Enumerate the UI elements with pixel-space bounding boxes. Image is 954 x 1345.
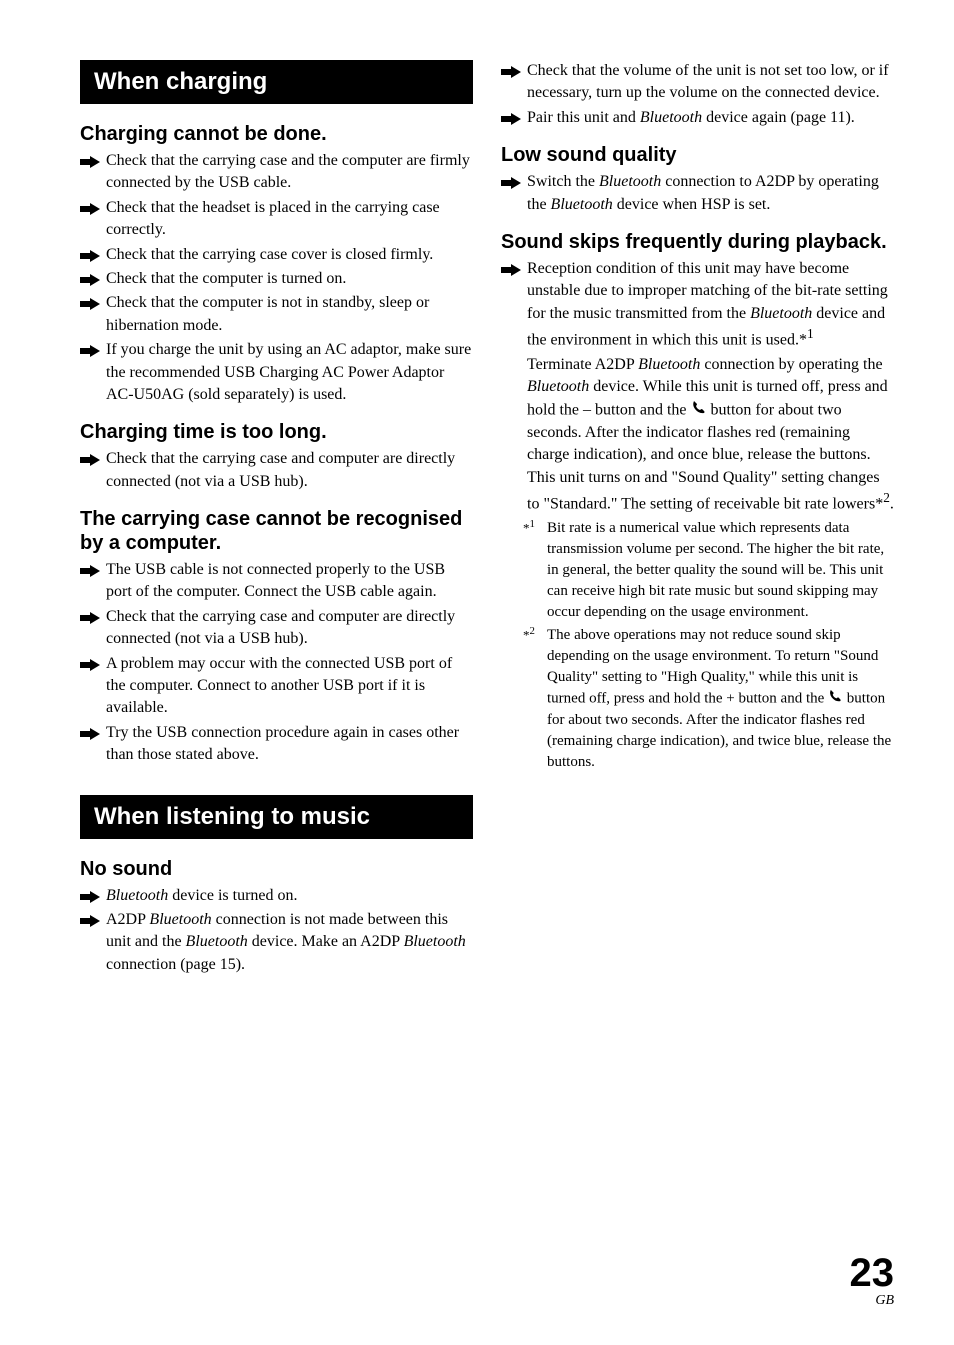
bullet-text: Try the USB connection procedure again i… [106, 722, 473, 767]
bullet-item: Try the USB connection procedure again i… [80, 722, 473, 767]
bullet-item: Switch the Bluetooth connection to A2DP … [501, 171, 894, 216]
subheader-low-sound: Low sound quality [501, 143, 894, 167]
bullet-text: Check that the headset is placed in the … [106, 197, 473, 242]
arrow-icon [80, 610, 102, 626]
arrow-icon [80, 272, 102, 288]
subheader-case-not-recognised: The carrying case cannot be recognised b… [80, 507, 473, 555]
bullet-item: The USB cable is not connected properly … [80, 559, 473, 604]
bullet-text: Check that the computer is not in standb… [106, 292, 473, 337]
arrow-icon [80, 452, 102, 468]
bullet-item: Check that the carrying case and compute… [80, 606, 473, 651]
page-number-block: 23 GB [850, 1253, 895, 1309]
columns-wrapper: When charging Charging cannot be done. C… [80, 60, 894, 978]
bullet-item: A2DP Bluetooth connection is not made be… [80, 909, 473, 976]
continuation-text: Terminate A2DP Bluetooth connection by o… [527, 354, 894, 516]
bullet-item: Check that the computer is not in standb… [80, 292, 473, 337]
arrow-icon [80, 889, 102, 905]
bullet-text: Check that the carrying case and compute… [106, 448, 473, 493]
call-icon [691, 399, 707, 422]
bullet-item: Reception condition of this unit may hav… [501, 258, 894, 352]
footnote-mark: *1 [523, 518, 541, 536]
left-column: When charging Charging cannot be done. C… [80, 60, 473, 978]
bullet-item: Check that the headset is placed in the … [80, 197, 473, 242]
arrow-icon [80, 201, 102, 217]
page-number: 23 [850, 1253, 895, 1293]
page-region: GB [850, 1293, 895, 1309]
bullet-text: If you charge the unit by using an AC ad… [106, 339, 473, 406]
bullet-text: Bluetooth device is turned on. [106, 885, 298, 907]
subheader-charging-cannot: Charging cannot be done. [80, 122, 473, 146]
arrow-icon [80, 913, 102, 929]
footnote-text: Bit rate is a numerical value which repr… [547, 518, 894, 623]
arrow-icon [501, 262, 523, 278]
subheader-charging-long: Charging time is too long. [80, 420, 473, 444]
call-icon [828, 688, 843, 710]
bullet-item: Check that the computer is turned on. [80, 268, 473, 290]
arrow-icon [80, 296, 102, 312]
bullet-item: A problem may occur with the connected U… [80, 653, 473, 720]
arrow-icon [80, 248, 102, 264]
bullet-text: Check that the carrying case and the com… [106, 150, 473, 195]
header-when-charging: When charging [80, 60, 473, 104]
footnote-mark: *2 [523, 625, 541, 643]
bullet-text: Pair this unit and Bluetooth device agai… [527, 107, 855, 129]
arrow-icon [80, 657, 102, 673]
arrow-icon [80, 343, 102, 359]
arrow-icon [501, 111, 523, 127]
arrow-icon [501, 175, 523, 191]
header-when-listening: When listening to music [80, 795, 473, 839]
footnote-2: *2 The above operations may not reduce s… [523, 625, 894, 773]
bullet-text: Reception condition of this unit may hav… [527, 258, 894, 352]
arrow-icon [80, 563, 102, 579]
footnote-1: *1 Bit rate is a numerical value which r… [523, 518, 894, 623]
arrow-icon [80, 154, 102, 170]
arrow-icon [80, 726, 102, 742]
subheader-sound-skips: Sound skips frequently during playback. [501, 230, 894, 254]
bullet-item: Check that the carrying case and compute… [80, 448, 473, 493]
bullet-text: Check that the carrying case and compute… [106, 606, 473, 651]
bullet-item: Check that the volume of the unit is not… [501, 60, 894, 105]
bullet-text: Check that the carrying case cover is cl… [106, 244, 433, 266]
bullet-text: A problem may occur with the connected U… [106, 653, 473, 720]
bullet-text: The USB cable is not connected properly … [106, 559, 473, 604]
bullet-item: Bluetooth device is turned on. [80, 885, 473, 907]
bullet-item: Check that the carrying case cover is cl… [80, 244, 473, 266]
bullet-item: Check that the carrying case and the com… [80, 150, 473, 195]
bullet-text: Check that the volume of the unit is not… [527, 60, 894, 105]
arrow-icon [501, 64, 523, 80]
subheader-no-sound: No sound [80, 857, 473, 881]
bullet-text: A2DP Bluetooth connection is not made be… [106, 909, 473, 976]
bullet-text: Check that the computer is turned on. [106, 268, 346, 290]
bullet-item: If you charge the unit by using an AC ad… [80, 339, 473, 406]
footnote-text: The above operations may not reduce soun… [547, 625, 894, 773]
right-column: Check that the volume of the unit is not… [501, 60, 894, 978]
bullet-item: Pair this unit and Bluetooth device agai… [501, 107, 894, 129]
bullet-text: Switch the Bluetooth connection to A2DP … [527, 171, 894, 216]
